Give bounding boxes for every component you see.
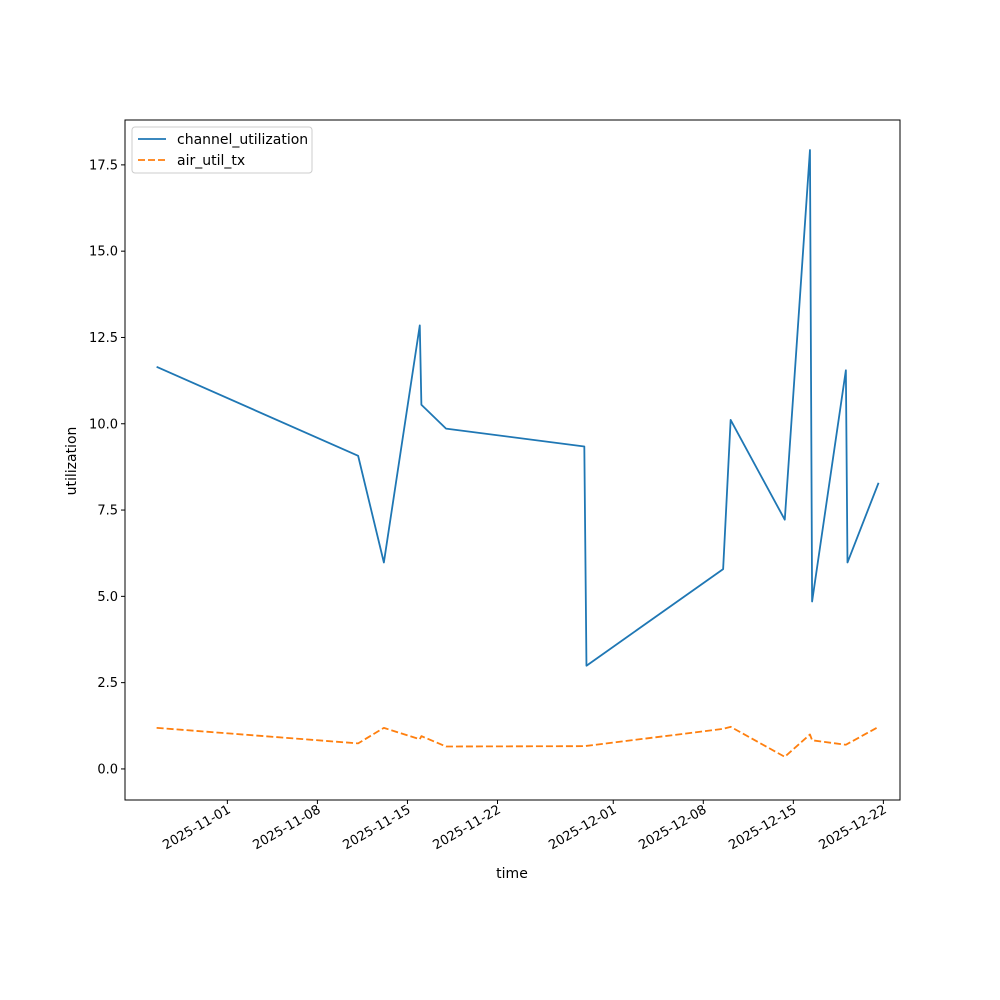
y-axis-label: utilization: [64, 427, 80, 496]
series-layer: [156, 149, 880, 758]
y-tick-label: 7.5: [97, 504, 118, 519]
legend: channel_utilization air_util_tx: [131, 126, 313, 174]
legend-box: [131, 126, 313, 174]
y-tick-label: 5.0: [97, 590, 118, 605]
y-tick-label: 10.0: [89, 417, 118, 432]
y-tick-label: 0.0: [97, 762, 118, 777]
legend-label-channel-utilization: channel_utilization: [177, 132, 308, 148]
y-tick-label: 15.0: [89, 245, 118, 260]
y-tick-label: 2.5: [97, 676, 118, 691]
plot-frame: [124, 119, 901, 801]
legend-label-air-util-tx: air_util_tx: [177, 153, 245, 169]
series-line-channel-utilization: [156, 149, 880, 667]
x-axis-label: time: [496, 866, 528, 882]
y-axis: 0.0 2.5 5.0 7.5 10.0 12.5 15.0 17.5: [89, 158, 125, 777]
series-line-air-util-tx: [156, 725, 879, 758]
y-tick-label: 17.5: [89, 158, 118, 173]
y-tick-label: 12.5: [89, 331, 118, 346]
